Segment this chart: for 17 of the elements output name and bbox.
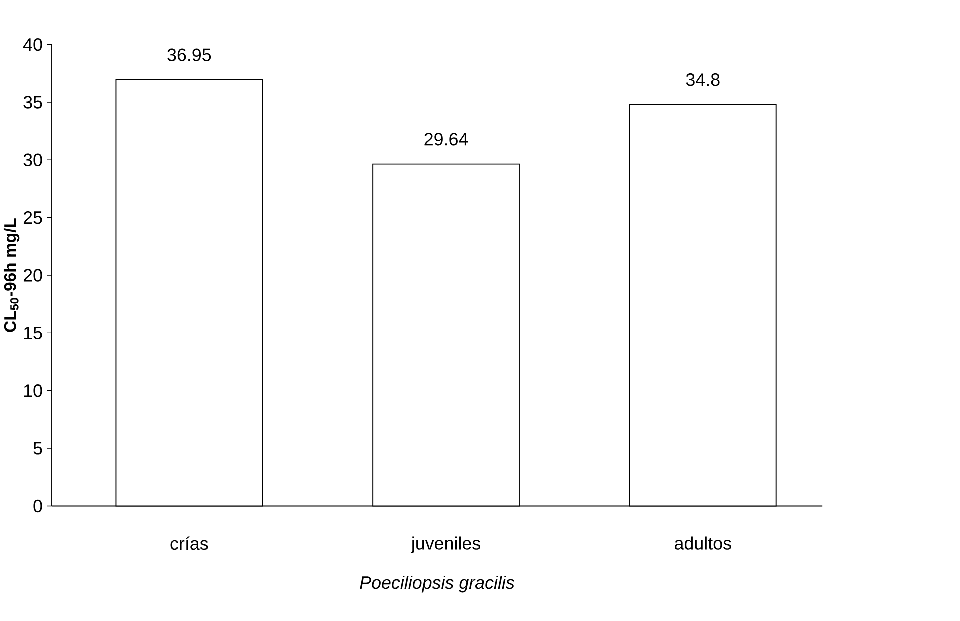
- y-tick-label: 0: [34, 500, 42, 513]
- y-tick-label: 10: [24, 384, 42, 398]
- y-tick-label: 25: [24, 212, 42, 224]
- x-axis-title: Poeciliopsis gracilis: [360, 576, 515, 593]
- y-tick-label: 35: [24, 96, 42, 109]
- data-label: 29.64: [424, 133, 468, 146]
- x-tick-label: crías: [170, 536, 208, 550]
- y-tick-label: 40: [23, 38, 42, 52]
- data-label: 34.8: [686, 74, 720, 86]
- y-axis-title: CL$_{50}$-96h mg/L: [4, 218, 20, 332]
- x-tick-label: adultos: [675, 536, 732, 550]
- y-tick-label: 15: [24, 326, 42, 340]
- y-tick-label: 5: [34, 442, 42, 455]
- x-tick-label: juveniles: [410, 536, 480, 554]
- y-tick-label: 20: [24, 269, 42, 282]
- data-label: 36.95: [168, 48, 212, 62]
- y-tick-label: 30: [24, 154, 42, 167]
